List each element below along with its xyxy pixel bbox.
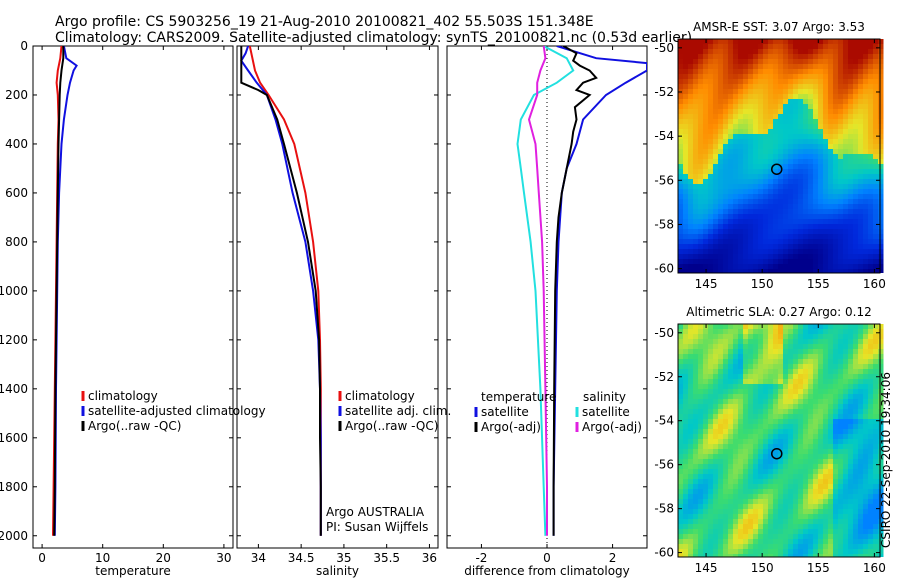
depth-tick-label: 1000 [0,284,28,298]
sla-map-y-tick-label: -58 [654,502,674,516]
difference-series-temperature-satellite [552,46,647,536]
sla-map-panel [677,323,884,558]
sst-map-y-tick-label: -56 [654,173,674,187]
principal-investigator-annotation: PI: Susan Wijffels [326,520,428,534]
salinity-legend-argo: Argo(..raw -QC) [345,419,438,433]
difference-x-tick-label: -2 [475,551,487,565]
sst-map-panel [677,38,884,274]
sst-map-frame [677,38,881,274]
sst-map-title: AMSR-E SST: 3.07 Argo: 3.53 [693,20,865,34]
temperature-legend-climatology: climatology [88,389,158,403]
sst-map-x-tick-label: 155 [807,277,830,291]
difference-x-tick-label: 0 [543,551,551,565]
sla-map-y-tick-label: -52 [654,370,674,384]
difference-panel [446,45,648,549]
depth-tick-label: 200 [5,88,28,102]
difference-legend-temperature-heading: temperature [481,390,556,404]
depth-tick-label: 1800 [0,480,28,494]
salinity-legend-climatology: climatology [345,389,415,403]
sla-map-x-tick-label: 145 [695,561,718,575]
figure-title-line-1: Argo profile: CS 5903256_19 21-Aug-2010 … [55,14,594,30]
sst-map-y-tick-label: -52 [654,85,674,99]
temperature-series-argo-raw-qc- [53,46,65,536]
depth-tick-label: 1600 [0,431,28,445]
salinity-series-argo-raw-qc- [240,46,322,536]
figure-title-line-2: Climatology: CARS2009. Satellite-adjuste… [55,30,693,46]
sla-map-x-tick-label: 150 [751,561,774,575]
salinity-x-tick-label: 35.5 [373,551,400,565]
credit-timestamp: CSIRO 22-Sep-2010 19:34:06 [879,372,893,548]
salinity-x-tick-label: 34 [251,551,266,565]
sla-map-title: Altimetric SLA: 0.27 Argo: 0.12 [686,305,871,319]
difference-legend-temp-satellite: satellite [481,405,529,419]
argo-float-location-marker [771,163,783,175]
argo-float-location-marker [771,447,783,460]
sla-map-y-tick-label: -54 [654,414,674,428]
temperature-axes-frame [32,45,234,549]
depth-tick-label: 1200 [0,333,28,347]
sla-map-x-tick-label: 155 [807,561,830,575]
difference-series-salinity-argo-adj- [527,46,548,536]
sla-map-frame [677,323,881,558]
depth-tick-label: 2000 [0,529,28,543]
depth-tick-label: 600 [5,186,28,200]
sst-map-x-tick-label: 150 [751,277,774,291]
difference-series-salinity-satellite [516,46,575,536]
salinity-x-tick-label: 34.5 [288,551,315,565]
difference-series-temperature-argo-adj- [552,46,598,536]
sst-map-x-tick-label: 145 [695,277,718,291]
temperature-x-tick-label: 30 [216,551,231,565]
temperature-x-axis-label: temperature [95,564,170,578]
sla-map-heatmap-cells [678,324,884,557]
depth-tick-label: 400 [5,137,28,151]
salinity-x-tick-label: 36 [422,551,437,565]
salinity-x-tick-label: 35 [336,551,351,565]
difference-legend-temp-argo: Argo(-adj) [481,420,541,434]
sla-map-x-tick-label: 160 [863,561,886,575]
sla-map-y-tick-label: -50 [654,326,674,340]
temperature-legend-argo: Argo(..raw -QC) [88,419,181,433]
salinity-x-axis-label: salinity [316,564,359,578]
depth-tick-label: 0 [20,39,28,53]
salinity-legend-satellite: satellite adj. clim. [345,404,451,418]
sst-map-y-tick-label: -60 [654,262,674,276]
sst-map-y-tick-label: -54 [654,129,674,143]
difference-legend-sal-argo: Argo(-adj) [582,420,642,434]
difference-legend-salinity-heading: salinity [583,390,626,404]
depth-tick-label: 800 [5,235,28,249]
temperature-x-tick-label: 10 [95,551,110,565]
sst-map-heatmap-cells [678,39,884,273]
argo-program-annotation: Argo AUSTRALIA [326,505,425,519]
difference-legend-sal-satellite: satellite [582,405,630,419]
temperature-x-tick-label: 0 [38,551,46,565]
sst-map-x-tick-label: 160 [863,277,886,291]
temperature-legend-satellite: satellite-adjusted climatology [88,404,266,418]
salinity-axes-frame [236,45,439,549]
temperature-panel [32,45,234,549]
salinity-panel [236,45,439,549]
difference-x-tick-label: 2 [609,551,617,565]
depth-tick-label: 1400 [0,382,28,396]
temperature-x-tick-label: 20 [156,551,171,565]
sla-map-y-tick-label: -56 [654,458,674,472]
sla-map-y-tick-label: -60 [654,546,674,560]
sst-map-y-tick-label: -50 [654,41,674,55]
sst-map-y-tick-label: -58 [654,217,674,231]
difference-x-axis-label: difference from climatology [464,564,630,578]
